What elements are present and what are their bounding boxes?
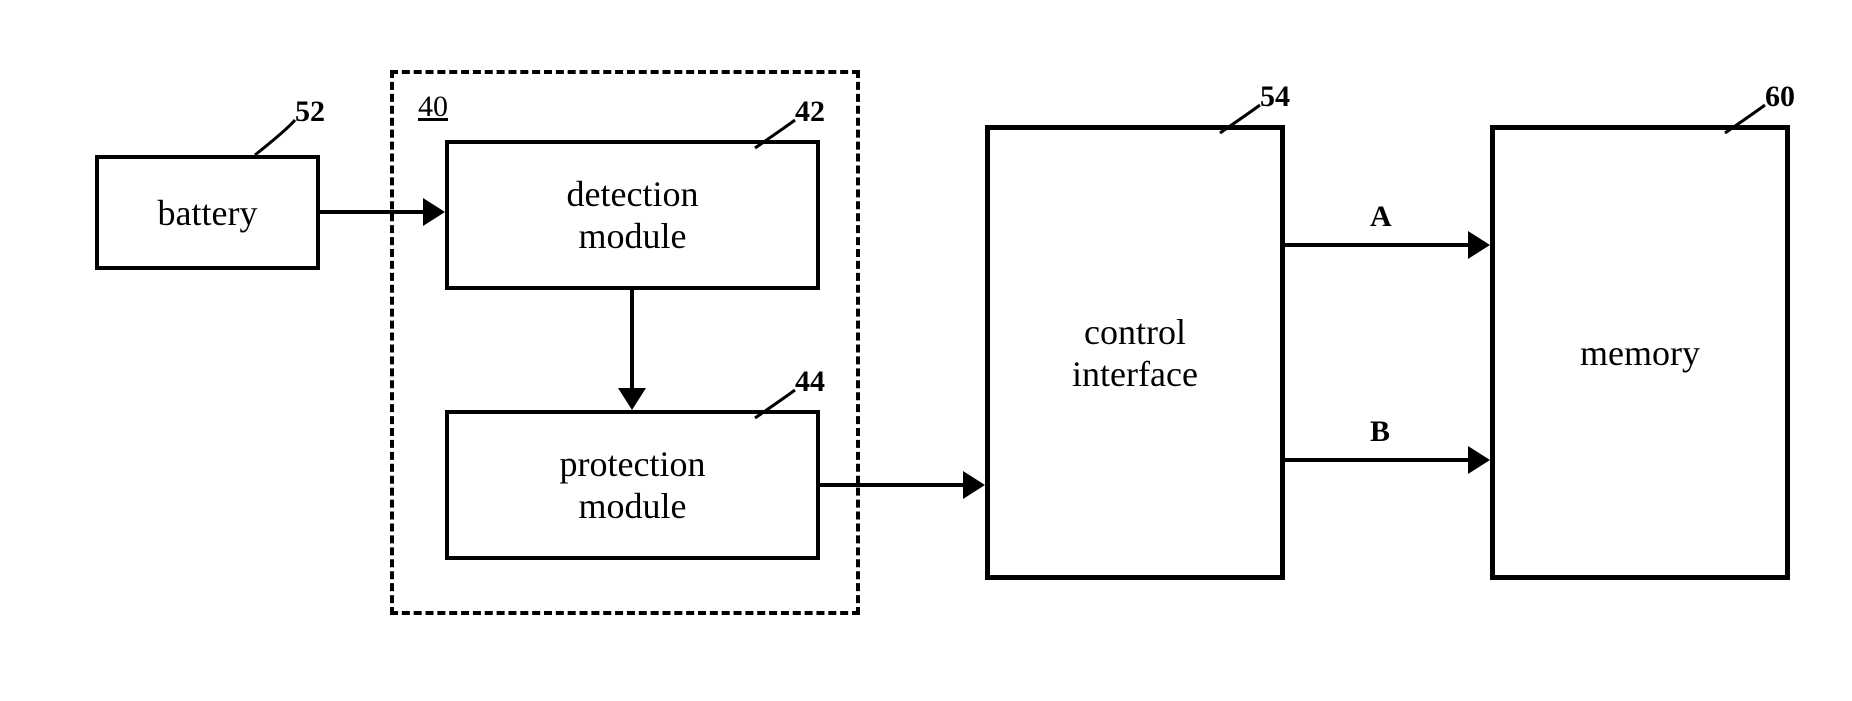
control-interface-label: control interface xyxy=(1072,311,1198,395)
detection-module-ref: 42 xyxy=(795,95,825,129)
memory-label: memory xyxy=(1580,332,1700,374)
protection-module-label: protection module xyxy=(560,443,706,527)
edge-label-b: B xyxy=(1370,415,1390,449)
detection-module-block: detection module xyxy=(445,140,820,290)
memory-ref: 60 xyxy=(1765,80,1795,114)
battery-label: battery xyxy=(158,192,258,234)
diagram-canvas: 40 battery 52 detection module 42 protec… xyxy=(0,0,1852,701)
group-40-ref: 40 xyxy=(418,90,448,124)
battery-block: battery xyxy=(95,155,320,270)
detection-module-label: detection module xyxy=(567,173,699,257)
control-interface-block: control interface xyxy=(985,125,1285,580)
control-interface-ref: 54 xyxy=(1260,80,1290,114)
battery-ref: 52 xyxy=(295,95,325,129)
memory-block: memory xyxy=(1490,125,1790,580)
protection-module-block: protection module xyxy=(445,410,820,560)
edge-label-a: A xyxy=(1370,200,1392,234)
protection-module-ref: 44 xyxy=(795,365,825,399)
